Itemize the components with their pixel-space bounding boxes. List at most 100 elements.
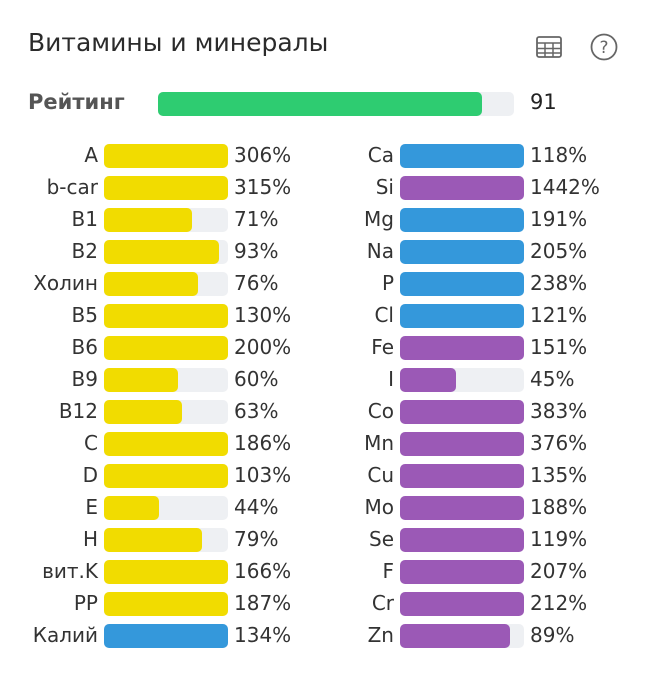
nutrient-bar-fill [400, 304, 524, 328]
nutrient-bar-fill [104, 240, 220, 264]
nutrient-bar [104, 144, 228, 168]
nutrient-percent: 103% [234, 463, 292, 487]
nutrient-percent: 200% [234, 335, 292, 359]
nutrient-bar-fill [400, 336, 524, 360]
nutrient-bar-fill [104, 496, 159, 520]
nutrient-label: A [84, 143, 98, 167]
nutrient-bar [400, 528, 524, 552]
nutrient-bar [104, 400, 228, 424]
nutrient-row: B5 130% [0, 303, 291, 329]
nutrient-label: H [82, 527, 98, 551]
nutrient-bar-fill [400, 240, 524, 264]
nutrient-label: b-car [46, 175, 98, 199]
nutrient-row: Si 1442% [296, 175, 600, 201]
nutrient-label: B1 [71, 207, 98, 231]
nutrient-row: b-car 315% [0, 175, 291, 201]
nutrient-bar [400, 240, 524, 264]
table-icon[interactable] [534, 32, 564, 62]
rating-bar-fill [158, 92, 482, 116]
nutrient-label: B5 [71, 303, 98, 327]
nutrient-bar [400, 432, 524, 456]
nutrient-row: P 238% [296, 271, 587, 297]
page-title: Витамины и минералы [28, 28, 329, 57]
nutrient-bar [400, 304, 524, 328]
nutrient-label: вит.K [42, 559, 98, 583]
nutrient-bar-fill [400, 560, 524, 584]
nutrient-row: B2 93% [0, 239, 278, 265]
nutrient-percent: 151% [530, 335, 588, 359]
nutrient-percent: 118% [530, 143, 588, 167]
nutrient-bar-fill [104, 144, 228, 168]
nutrient-row: F 207% [296, 559, 587, 585]
nutrient-label: Na [366, 239, 394, 263]
nutrient-row: вит.K 166% [0, 559, 291, 585]
nutrient-label: Mo [364, 495, 395, 519]
nutrient-row: H 79% [0, 527, 278, 553]
nutrient-bar [400, 144, 524, 168]
help-icon[interactable]: ? [589, 32, 619, 62]
nutrient-row: Mo 188% [296, 495, 587, 521]
nutrient-percent: 121% [530, 303, 588, 327]
nutrient-percent: 71% [234, 207, 279, 231]
nutrient-bar [400, 496, 524, 520]
nutrient-label: Si [375, 175, 394, 199]
svg-text:?: ? [599, 38, 608, 58]
nutrient-bar [400, 560, 524, 584]
nutrient-label: D [82, 463, 98, 487]
nutrient-label: E [85, 495, 98, 519]
nutrient-bar-fill [400, 368, 456, 392]
nutrient-bar [104, 528, 228, 552]
nutrient-bar-fill [104, 560, 228, 584]
nutrient-label: Fe [371, 335, 394, 359]
nutrient-bar-fill [104, 304, 228, 328]
nutrient-label: PP [73, 591, 98, 615]
nutrient-bar [104, 208, 228, 232]
nutrient-bar [400, 368, 524, 392]
nutrient-label: Калий [32, 623, 98, 647]
nutrient-bar [104, 336, 228, 360]
nutrient-bar-fill [104, 400, 183, 424]
nutrient-percent: 119% [530, 527, 588, 551]
nutrient-row: Холин 76% [0, 271, 278, 297]
nutrient-bar-fill [400, 176, 524, 200]
nutrient-percent: 238% [530, 271, 588, 295]
nutrient-label: Cl [374, 303, 394, 327]
nutrient-bar [104, 560, 228, 584]
nutrient-label: Mn [364, 431, 394, 455]
nutrient-bar [104, 432, 228, 456]
nutrient-bar-fill [400, 624, 511, 648]
nutrient-bar-fill [400, 432, 524, 456]
nutrient-row: D 103% [0, 463, 291, 489]
nutrient-row: Mn 376% [296, 431, 587, 457]
rating-bar [158, 92, 514, 116]
nutrient-percent: 63% [234, 399, 279, 423]
nutrient-bar-fill [104, 624, 228, 648]
nutrient-bar [104, 176, 228, 200]
nutrient-label: B12 [58, 399, 98, 423]
nutrient-label: Cr [371, 591, 394, 615]
nutrient-percent: 79% [234, 527, 279, 551]
nutrient-bar-fill [400, 272, 524, 296]
nutrient-bar [400, 336, 524, 360]
nutrient-bar-fill [104, 432, 228, 456]
nutrient-bar-fill [400, 592, 524, 616]
nutrient-bar [400, 464, 524, 488]
nutrient-bar-fill [104, 176, 228, 200]
nutrient-bar [104, 464, 228, 488]
nutrient-label: Холин [33, 271, 98, 295]
nutrient-percent: 76% [234, 271, 279, 295]
nutrient-label: Mg [364, 207, 394, 231]
nutrient-row: I 45% [296, 367, 574, 393]
nutrient-percent: 1442% [530, 175, 600, 199]
nutrient-bar-fill [400, 400, 524, 424]
nutrient-row: Se 119% [296, 527, 587, 553]
nutrient-row: Cu 135% [296, 463, 587, 489]
nutrient-bar [104, 240, 228, 264]
nutrient-bar [400, 176, 524, 200]
nutrient-percent: 187% [234, 591, 292, 615]
nutrient-percent: 191% [530, 207, 588, 231]
nutrient-bar-fill [104, 336, 228, 360]
nutrient-percent: 383% [530, 399, 588, 423]
nutrient-percent: 188% [530, 495, 588, 519]
nutrient-label: C [84, 431, 98, 455]
